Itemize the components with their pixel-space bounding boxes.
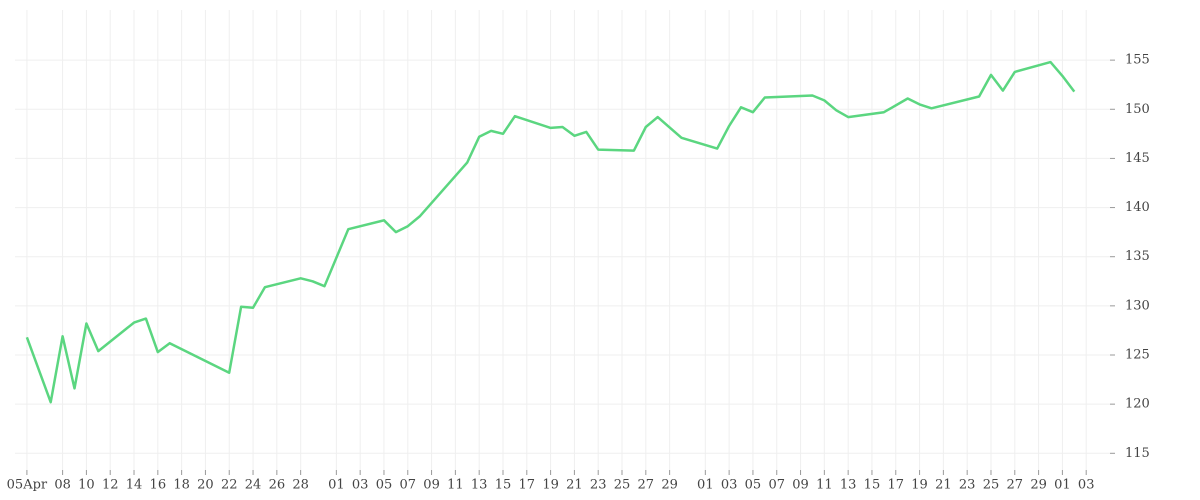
x-tick-label: 01: [328, 478, 345, 493]
y-tick-label: 125: [1125, 348, 1150, 363]
x-tick-label: 18: [173, 478, 190, 493]
x-tick-label: 01: [697, 478, 714, 493]
x-tick-label: 13: [471, 478, 488, 493]
x-tick-label: 22: [221, 478, 238, 493]
y-tick-label: 115: [1125, 446, 1150, 461]
x-tick-label: 27: [1007, 478, 1024, 493]
x-tick-label: 07: [399, 478, 416, 493]
line: [25, 60, 1076, 404]
y-tick-label: 120: [1125, 397, 1150, 412]
x-tick-label: 14: [126, 478, 143, 493]
x-tick-label: 03: [721, 478, 738, 493]
x-tick-label: 19: [542, 478, 559, 493]
x-tick-label: 20: [197, 478, 214, 493]
x-tick-label: 12: [102, 478, 119, 493]
x-tick-label: 05Apr: [7, 478, 48, 493]
x-tick-label: 24: [245, 478, 262, 493]
x-tick-label: 17: [519, 478, 536, 493]
x-tick-label: 03: [1078, 478, 1095, 493]
x-tick-label: 11: [447, 478, 464, 493]
x-tick-label: 21: [935, 478, 952, 493]
x-tick-label: 01: [1054, 478, 1071, 493]
y-tick-label: 145: [1125, 151, 1150, 166]
y-tick-label: 140: [1125, 200, 1150, 215]
x-tick-label: 29: [1030, 478, 1047, 493]
x-tick-label: 21: [566, 478, 583, 493]
x-tick-label: 05: [376, 478, 393, 493]
x-tick-label: 23: [959, 478, 976, 493]
x-tick-label: 16: [150, 478, 167, 493]
x-tick-label: 08: [54, 478, 71, 493]
x-tick-label: 09: [423, 478, 440, 493]
x-tick-label: 05: [745, 478, 762, 493]
x-tick-label: 11: [816, 478, 833, 493]
x-tick-label: 25: [614, 478, 631, 493]
y-tick-label: 155: [1125, 53, 1150, 68]
x-tick-label: 19: [911, 478, 928, 493]
x-tick-label: 10: [78, 478, 95, 493]
x-tick-label: 09: [792, 478, 809, 493]
x-tick-label: 13: [840, 478, 857, 493]
x-tick-label: 17: [887, 478, 904, 493]
x-tick-label: 03: [352, 478, 369, 493]
y-tick-label: 135: [1125, 249, 1150, 264]
x-tick-label: 29: [661, 478, 678, 493]
x-tick-label: 15: [864, 478, 881, 493]
y-tick-label: 130: [1125, 298, 1150, 313]
x-tick-label: 07: [768, 478, 785, 493]
x-tick-label: 25: [983, 478, 1000, 493]
x-tick-label: 23: [590, 478, 607, 493]
y-tick-label: 150: [1125, 102, 1150, 117]
x-tick-label: 15: [495, 478, 512, 493]
x-tick-label: 26: [269, 478, 286, 493]
x-tick-label: 27: [638, 478, 655, 493]
x-tick-label: 28: [292, 478, 309, 493]
